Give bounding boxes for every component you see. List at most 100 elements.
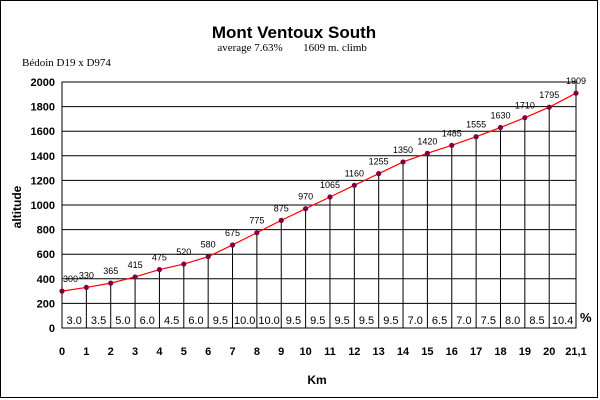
data-point bbox=[497, 124, 504, 131]
y-tick-label: 1800 bbox=[31, 102, 55, 114]
y-tick-label: 0 bbox=[49, 323, 55, 335]
x-tick-label: 18 bbox=[494, 346, 506, 358]
x-tick-label: 14 bbox=[397, 346, 410, 358]
data-point bbox=[229, 242, 236, 248]
data-label: 365 bbox=[103, 266, 118, 276]
data-label: 1710 bbox=[515, 101, 535, 111]
start-location-label: Bédoin D19 x D974 bbox=[22, 57, 111, 69]
x-tick-label: 8 bbox=[254, 346, 260, 358]
y-tick-label: 600 bbox=[37, 249, 55, 261]
grade-label: 3.0 bbox=[67, 315, 82, 327]
grade-label: 7.5 bbox=[481, 315, 496, 327]
altitude-line bbox=[61, 92, 577, 292]
x-tick-label: 17 bbox=[470, 346, 482, 358]
grade-label: 6.0 bbox=[188, 315, 203, 327]
data-label: 775 bbox=[249, 216, 264, 226]
x-tick-label: 5 bbox=[181, 346, 187, 358]
data-point bbox=[83, 284, 89, 291]
x-tick-label: 19 bbox=[519, 346, 531, 358]
y-tick-label: 1000 bbox=[31, 200, 55, 212]
data-point bbox=[205, 254, 211, 260]
grade-label: 4.5 bbox=[164, 315, 179, 327]
data-label: 1909 bbox=[566, 76, 586, 86]
data-point bbox=[522, 115, 528, 121]
data-label: 1420 bbox=[417, 136, 437, 146]
x-tick-label: 7 bbox=[229, 346, 235, 358]
x-tick-label: 15 bbox=[421, 346, 433, 358]
x-tick-label: 4 bbox=[156, 346, 163, 358]
grade-label: 9.5 bbox=[334, 315, 349, 327]
data-label: 520 bbox=[176, 247, 191, 257]
data-point bbox=[327, 194, 333, 200]
grade-labels: 3.0 3.5 5.0 6.0 4.5 6.0 9.5 10.0 10.0 9.5 9.5 9.5 9.… bbox=[67, 315, 574, 327]
grade-label: 10.0 bbox=[258, 315, 279, 327]
y-tick-label: 2000 bbox=[31, 77, 55, 89]
series-layer bbox=[59, 90, 579, 294]
x-tick-label: 20 bbox=[543, 346, 555, 358]
grade-label: 7.0 bbox=[408, 315, 423, 327]
x-tick-label: 12 bbox=[348, 346, 360, 358]
x-tick-label: 9 bbox=[278, 346, 284, 358]
x-tick-label: 6 bbox=[205, 346, 211, 358]
data-label: 1350 bbox=[393, 145, 413, 155]
data-point bbox=[449, 142, 455, 148]
grade-label: 9.5 bbox=[359, 315, 374, 327]
data-point bbox=[132, 274, 138, 280]
x-tick-label: 1 bbox=[83, 346, 89, 358]
data-point bbox=[400, 159, 406, 165]
y-tick-label: 200 bbox=[37, 298, 55, 310]
x-tick-label: 16 bbox=[446, 346, 458, 358]
grade-label: 8.5 bbox=[529, 315, 544, 327]
x-tick-label: 11 bbox=[324, 346, 336, 358]
grade-label: 6.5 bbox=[432, 315, 447, 327]
data-point bbox=[473, 134, 479, 140]
grade-label: 5.0 bbox=[115, 315, 130, 327]
data-point bbox=[59, 288, 65, 294]
x-tick-labels: 0 1 2 3 4 5 6 7 8 9 10 11 12 13 14 15 16 17 18 19 20 21,1 bbox=[59, 346, 587, 358]
data-label: 580 bbox=[201, 240, 216, 250]
data-point bbox=[156, 266, 163, 273]
grade-label: 8.0 bbox=[505, 315, 520, 327]
data-label: 1160 bbox=[345, 168, 364, 178]
data-point bbox=[181, 261, 187, 267]
y-axis-label: altitude bbox=[10, 185, 24, 228]
chart-subtitle-climb: 1609 m. climb bbox=[303, 42, 367, 54]
grid-layer bbox=[61, 81, 577, 329]
chart-subtitle-average: average 7.63% bbox=[217, 42, 282, 54]
data-point bbox=[254, 230, 260, 236]
data-label: 1065 bbox=[320, 180, 340, 190]
data-label: 1795 bbox=[539, 90, 559, 100]
y-tick-label: 800 bbox=[37, 225, 55, 237]
data-point bbox=[424, 150, 431, 156]
grade-label: 9.5 bbox=[383, 315, 398, 327]
grade-label: 9.5 bbox=[286, 315, 301, 327]
y-tick-label: 1200 bbox=[31, 175, 55, 187]
y-tick-label: 400 bbox=[37, 274, 55, 286]
grade-label: 9.5 bbox=[310, 315, 325, 327]
x-tick-label: 13 bbox=[373, 346, 385, 358]
x-tick-label: 0 bbox=[59, 346, 65, 358]
grade-label: 10.0 bbox=[234, 315, 255, 327]
x-tick-label: 2 bbox=[108, 346, 114, 358]
data-point bbox=[546, 104, 552, 110]
data-labels: 300 330 365 415 475 520 580 675 775 875 970 1065 116… bbox=[63, 76, 586, 284]
data-point bbox=[376, 171, 382, 177]
data-point bbox=[108, 280, 114, 286]
data-label: 415 bbox=[128, 260, 143, 270]
grade-label: 10.4 bbox=[552, 315, 573, 327]
data-label: 1555 bbox=[466, 120, 486, 130]
data-label: 475 bbox=[152, 253, 167, 263]
x-tick-label: 21,1 bbox=[565, 346, 586, 358]
y-tick-label: 1600 bbox=[31, 126, 55, 138]
data-point bbox=[351, 182, 357, 188]
x-tick-label: 10 bbox=[299, 346, 311, 358]
data-point bbox=[573, 90, 579, 96]
data-point bbox=[303, 206, 309, 212]
data-label: 875 bbox=[274, 203, 289, 213]
y-tick-label: 1400 bbox=[31, 151, 55, 163]
data-label: 1630 bbox=[490, 111, 510, 121]
grade-label: 9.5 bbox=[213, 315, 228, 327]
data-label: 330 bbox=[79, 270, 94, 280]
